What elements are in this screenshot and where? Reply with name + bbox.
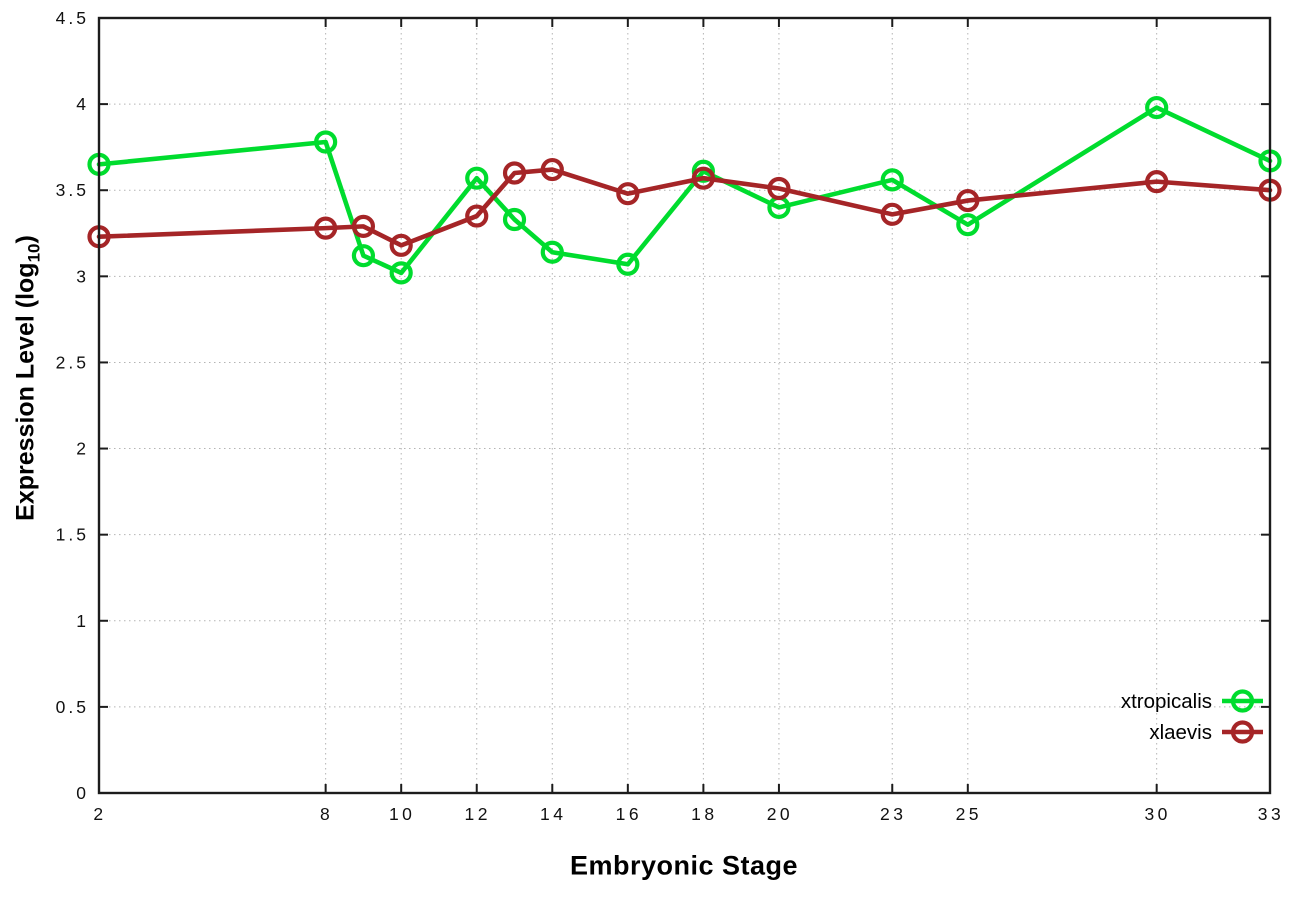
- series-line-xtropicalis: [96, 105, 1273, 276]
- y-tick-label: 1.5: [56, 525, 89, 545]
- x-tick-label: 12: [465, 804, 491, 824]
- data-point-xtropicalis-16: [616, 252, 640, 276]
- y-tick-label: 3: [76, 266, 89, 286]
- data-point-xtropicalis-25: [956, 213, 980, 237]
- x-tick-label: 16: [616, 804, 642, 824]
- y-tick-label: 2: [76, 439, 89, 459]
- data-point-xlaevis-30: [1145, 170, 1169, 194]
- x-tick-label: 14: [540, 804, 566, 824]
- y-tick-label: 0.5: [56, 697, 89, 717]
- data-point-xlaevis-12: [465, 204, 489, 228]
- x-tick-label: 33: [1258, 804, 1284, 824]
- x-tick-label: 23: [880, 804, 906, 824]
- data-point-xtropicalis-10: [389, 261, 413, 285]
- data-point-xtropicalis-13: [502, 207, 527, 232]
- data-point-xtropicalis-14: [540, 240, 564, 264]
- data-point-xlaevis-13: [502, 161, 527, 185]
- legend-label-xlaevis: xlaevis: [1149, 721, 1212, 744]
- x-tick-labels: 2 8 10 12 14 16 18 20 23 25 30 33: [93, 804, 1284, 824]
- data-point-xlaevis-23: [880, 202, 904, 226]
- legend-entry-xlaevis: xlaevis: [1149, 720, 1263, 744]
- plot-border: [97, 16, 1272, 795]
- x-tick-label: 18: [691, 804, 717, 824]
- legend-marker-icon: [1230, 720, 1255, 744]
- data-point-xlaevis-8: [314, 216, 338, 240]
- data-point-xtropicalis-12: [465, 166, 489, 190]
- data-point-xtropicalis-9: [351, 244, 376, 268]
- data-point-xlaevis-9: [351, 214, 376, 238]
- y-tick-labels: 0 0.5 1 1.5 2 2.5 3 3.5 4 4.5: [56, 8, 89, 803]
- series-line-xlaevis: [96, 167, 1273, 248]
- legend-entry-xtropicalis: xtropicalis: [1121, 689, 1263, 713]
- data-point-xlaevis-16: [616, 182, 640, 206]
- data-point-xlaevis-10: [389, 233, 413, 257]
- x-tick-label: 2: [93, 804, 106, 824]
- data-point-xlaevis-25: [956, 188, 980, 213]
- legend-label-xtropicalis: xtropicalis: [1121, 690, 1212, 713]
- data-point-xtropicalis-18: [691, 159, 715, 183]
- y-tick-label: 4.5: [56, 8, 89, 28]
- data-point-xtropicalis-30: [1145, 95, 1169, 120]
- data-point-xtropicalis-23: [880, 168, 904, 192]
- data-point-xlaevis-18: [691, 166, 715, 190]
- y-tick-label: 4: [76, 94, 89, 114]
- y-tick-label: 0: [76, 783, 89, 803]
- legend: xtropicalis xlaevis: [1121, 689, 1263, 744]
- x-tick-label: 25: [956, 804, 982, 824]
- y-axis-title-subscript: 10: [24, 243, 44, 263]
- x-tick-label: 8: [320, 804, 333, 824]
- y-axis-title: Expression Level (log10): [11, 235, 44, 521]
- x-tick-label: 20: [767, 804, 793, 824]
- y-axis-title-text: Expression Level (log: [11, 262, 40, 521]
- legend-marker-icon: [1230, 689, 1255, 713]
- x-tick-label: 30: [1144, 804, 1170, 824]
- y-tick-label: 1: [76, 611, 89, 631]
- data-point-xlaevis-20: [767, 176, 791, 201]
- data-point-xlaevis-14: [540, 157, 564, 182]
- series-xlaevis: [87, 157, 1282, 257]
- y-tick-label: 3.5: [56, 180, 89, 200]
- y-axis-title-suffix: ): [11, 235, 40, 244]
- y-tick-label: 2.5: [56, 352, 89, 372]
- x-axis-title: Embryonic Stage: [569, 850, 799, 881]
- x-tick-label: 10: [389, 804, 415, 824]
- data-point-xtropicalis-8: [314, 130, 338, 154]
